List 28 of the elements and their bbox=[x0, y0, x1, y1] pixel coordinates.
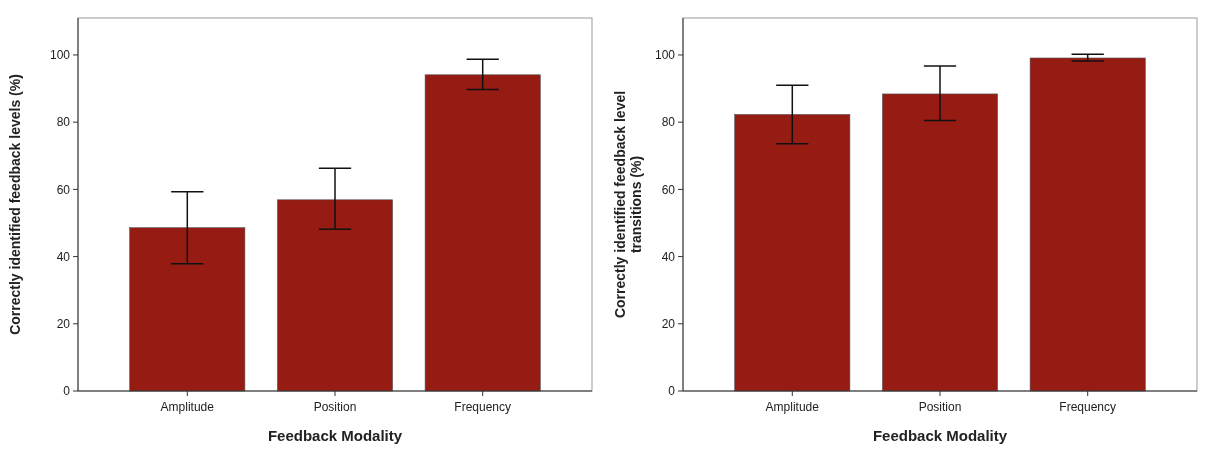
bar bbox=[277, 199, 393, 392]
x-axis-title: Feedback Modality bbox=[267, 427, 403, 444]
x-tick-label: Amplitude bbox=[765, 400, 820, 414]
x-tick-label: Position bbox=[313, 400, 357, 414]
bar bbox=[1029, 57, 1146, 392]
x-tick-label: Frequency bbox=[454, 400, 512, 414]
y-tick-label: 20 bbox=[56, 316, 71, 331]
bar bbox=[882, 93, 998, 392]
x-tick-label: Position bbox=[918, 400, 962, 414]
bar bbox=[129, 227, 246, 392]
y-tick-label: 60 bbox=[56, 182, 71, 197]
y-tick-label: 0 bbox=[63, 384, 71, 399]
x-tick-label: Amplitude bbox=[160, 400, 215, 414]
y-axis-title: Correctly identified feedback level transitions (%) bbox=[612, 90, 645, 319]
y-tick-label: 100 bbox=[49, 48, 71, 63]
x-tick-label: Frequency bbox=[1059, 400, 1117, 414]
y-axis-title: Correctly identified feedback levels (%) bbox=[7, 74, 23, 335]
y-tick-label: 40 bbox=[56, 249, 71, 264]
y-tick-label: 80 bbox=[661, 115, 676, 130]
y-tick-label: 40 bbox=[661, 249, 676, 264]
y-tick-label: 100 bbox=[654, 48, 676, 63]
y-tick-label: 0 bbox=[668, 384, 676, 399]
y-tick-label: 60 bbox=[661, 182, 676, 197]
bar bbox=[734, 114, 851, 392]
y-tick-label: 20 bbox=[661, 316, 676, 331]
x-axis-title: Feedback Modality bbox=[872, 427, 1008, 444]
y-tick-label: 80 bbox=[56, 115, 71, 130]
bar bbox=[424, 74, 541, 392]
